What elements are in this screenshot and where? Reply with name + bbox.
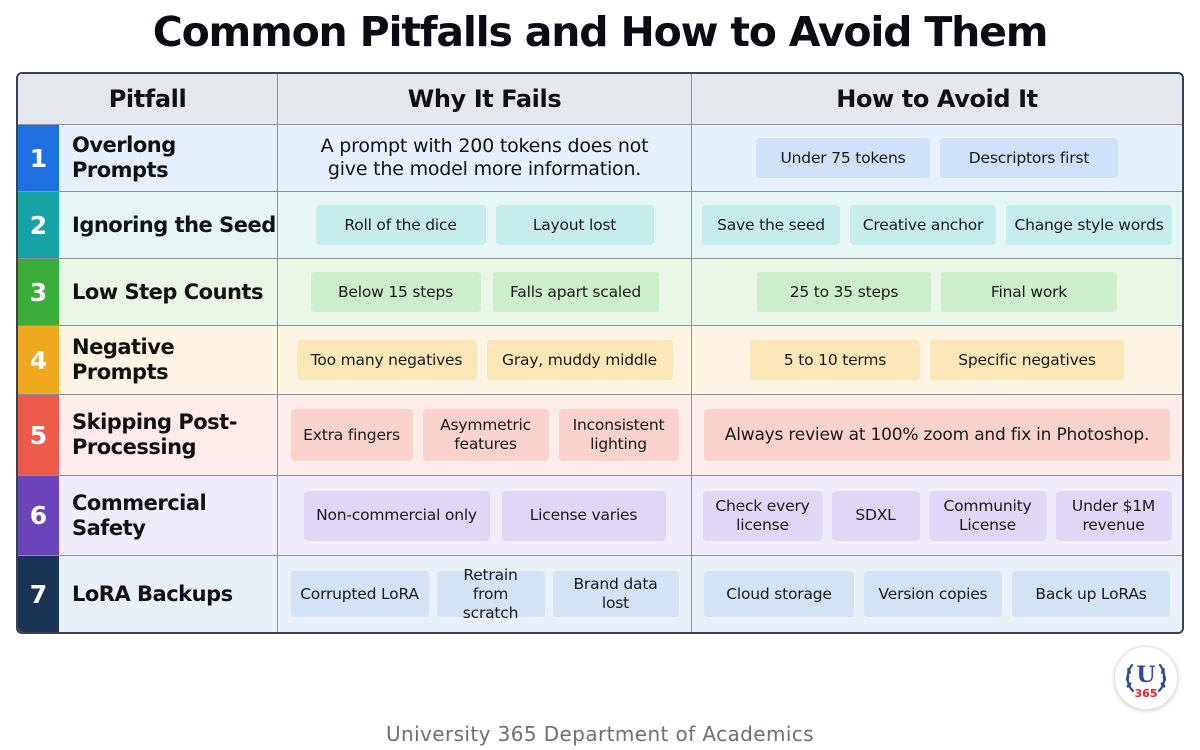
pitfall-number: 4 xyxy=(18,326,59,394)
pitfalls-table: Pitfall Why It Fails How to Avoid It 1 Ov… xyxy=(16,72,1184,634)
pitfall-cell: 1 Overlong Prompts xyxy=(18,125,278,192)
why-chip: Asymmetric features xyxy=(422,409,549,461)
why-chip: Extra fingers xyxy=(290,409,413,461)
why-chip: License varies xyxy=(501,490,666,541)
why-it-fails-cell: Roll of the dice Layout lost xyxy=(278,192,692,259)
pitfall-number: 5 xyxy=(18,395,59,475)
pitfall-cell: 7 LoRA Backups xyxy=(18,556,278,632)
why-chip: Brand data lost xyxy=(552,571,679,617)
why-chip: Corrupted LoRA xyxy=(290,571,429,617)
how-to-avoid-cell: Save the seed Creative anchor Change style… xyxy=(692,192,1182,259)
why-it-fails-cell: Extra fingers Asymmetric features Inconsis… xyxy=(278,395,692,476)
pitfall-name: Low Step Counts xyxy=(72,279,264,304)
avoid-chip: Back up LoRAs xyxy=(1012,571,1170,617)
why-it-fails-cell: A prompt with 200 tokens does not give t… xyxy=(278,125,692,192)
avoid-chip: Cloud storage xyxy=(704,571,854,617)
why-chip: Too many negatives xyxy=(296,340,477,380)
why-it-fails-cell: Too many negatives Gray, muddy middle xyxy=(278,326,692,395)
how-to-avoid-cell: Always review at 100% zoom and fix in Ph… xyxy=(692,395,1182,476)
why-chip: Roll of the dice xyxy=(315,205,486,245)
page-title: Common Pitfalls and How to Avoid Them xyxy=(152,8,1049,56)
pitfall-name: Ignoring the Seed xyxy=(72,212,276,237)
header-pitfall: Pitfall xyxy=(18,74,278,125)
pitfall-number: 3 xyxy=(18,259,59,325)
avoid-chip: 5 to 10 terms xyxy=(750,340,920,380)
avoid-chip: 25 to 35 steps xyxy=(757,272,931,312)
how-to-avoid-cell: 25 to 35 steps Final work xyxy=(692,259,1182,326)
pitfall-cell: 2 Ignoring the Seed xyxy=(18,192,278,259)
university-365-logo: U 365 xyxy=(1114,646,1178,710)
pitfall-name: Overlong Prompts xyxy=(72,133,176,182)
pitfall-cell: 4 Negative Prompts xyxy=(18,326,278,395)
pitfall-number: 6 xyxy=(18,476,59,555)
pitfall-number: 2 xyxy=(18,192,59,258)
pitfall-name: Negative Prompts xyxy=(72,335,175,384)
avoid-chip: Final work xyxy=(941,272,1117,312)
why-it-fails-text: A prompt with 200 tokens does not give t… xyxy=(320,135,649,180)
why-chip: Inconsistent lighting xyxy=(558,409,679,461)
avoid-chip: Always review at 100% zoom and fix in Ph… xyxy=(704,409,1170,461)
pitfall-cell: 3 Low Step Counts xyxy=(18,259,278,326)
avoid-chip: Change style words xyxy=(1006,205,1172,245)
pitfall-cell: 6 Commercial Safety xyxy=(18,476,278,556)
why-it-fails-cell: Corrupted LoRA Retrain from scratch Brand … xyxy=(278,556,692,632)
why-it-fails-cell: Below 15 steps Falls apart scaled xyxy=(278,259,692,326)
avoid-chip: Descriptors first xyxy=(940,138,1118,178)
why-it-fails-cell: Non-commercial only License varies xyxy=(278,476,692,556)
why-chip: Retrain from scratch xyxy=(436,566,545,622)
laurel-badge-icon: U 365 xyxy=(1125,662,1167,700)
how-to-avoid-cell: 5 to 10 terms Specific negatives xyxy=(692,326,1182,395)
avoid-chip: Community License xyxy=(928,490,1047,541)
pitfall-number: 7 xyxy=(18,556,59,632)
avoid-chip: Save the seed xyxy=(702,205,840,245)
why-chip: Gray, muddy middle xyxy=(486,340,673,380)
pitfall-name: Skipping Post-Processing xyxy=(72,410,237,459)
avoid-chip: Specific negatives xyxy=(930,340,1124,380)
why-chip: Falls apart scaled xyxy=(492,272,659,312)
why-chip: Below 15 steps xyxy=(310,272,481,312)
avoid-chip: Under 75 tokens xyxy=(756,138,930,178)
header-why-it-fails: Why It Fails xyxy=(278,74,692,125)
pitfall-name: Commercial Safety xyxy=(72,490,207,540)
avoid-chip: Creative anchor xyxy=(850,205,996,245)
avoid-chip: Under $1M revenue xyxy=(1055,490,1172,541)
avoid-chip: SDXL xyxy=(831,490,920,541)
why-chip: Layout lost xyxy=(495,205,654,245)
header-how-to-avoid: How to Avoid It xyxy=(692,74,1182,125)
logo-letter: U xyxy=(1136,662,1155,688)
avoid-chip: Version copies xyxy=(864,571,1002,617)
pitfall-number: 1 xyxy=(18,125,59,191)
how-to-avoid-cell: Under 75 tokens Descriptors first xyxy=(692,125,1182,192)
pitfall-cell: 5 Skipping Post-Processing xyxy=(18,395,278,476)
logo-number: 365 xyxy=(1135,687,1158,700)
footer-credit: University 365 Department of Academics xyxy=(385,722,815,746)
how-to-avoid-cell: Cloud storage Version copies Back up LoRAs xyxy=(692,556,1182,632)
how-to-avoid-cell: Check every license SDXL Community License… xyxy=(692,476,1182,556)
pitfall-name: LoRA Backups xyxy=(72,581,233,606)
why-chip: Non-commercial only xyxy=(303,490,490,541)
avoid-chip: Check every license xyxy=(702,490,823,541)
